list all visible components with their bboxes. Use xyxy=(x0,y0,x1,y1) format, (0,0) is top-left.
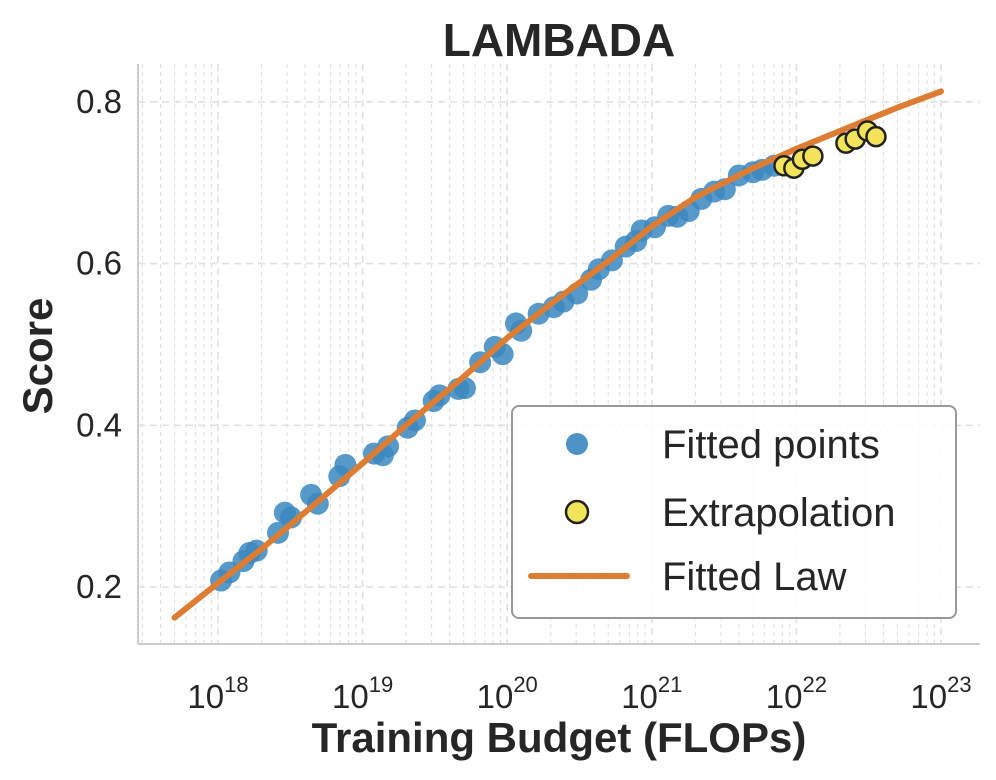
legend-label-fitted-law: Fitted Law xyxy=(662,555,847,599)
extrapolation-point xyxy=(802,145,824,167)
chart-title: LAMBADA xyxy=(443,14,676,66)
y-tick-label: 0.6 xyxy=(76,245,122,282)
legend-label-extrapolation: Extrapolation xyxy=(662,491,895,535)
legend-label-fitted-points: Fitted points xyxy=(662,423,880,467)
axes xyxy=(137,64,980,645)
x-tick-label: 1018 xyxy=(187,672,248,715)
y-tick-label: 0.2 xyxy=(76,568,122,605)
extrapolation-point xyxy=(865,125,887,148)
x-axis-ticks: 1018 1019 1020 1021 1022 1023 xyxy=(187,672,971,715)
legend: Fitted points Extrapolation Fitted Law xyxy=(511,405,957,619)
x-tick-label: 1019 xyxy=(332,672,393,715)
y-axis-ticks: 0.2 0.4 0.6 0.8 xyxy=(76,83,122,605)
y-tick-label: 0.8 xyxy=(76,83,122,120)
fitted-point xyxy=(377,435,400,458)
y-axis-label: Score xyxy=(14,298,61,415)
x-tick-label: 1023 xyxy=(910,672,971,715)
legend-box xyxy=(511,405,957,619)
y-tick-label: 0.4 xyxy=(76,406,122,443)
legend-marker-extrapolation xyxy=(564,499,590,525)
fitted-law-line xyxy=(171,88,944,621)
x-tick-label: 1021 xyxy=(621,672,682,715)
data-series xyxy=(171,88,944,621)
x-tick-label: 1022 xyxy=(766,672,827,715)
x-axis-label: Training Budget (FLOPs) xyxy=(312,714,807,761)
legend-marker-fitted-points xyxy=(566,433,588,455)
x-tick-label: 1020 xyxy=(477,672,538,715)
